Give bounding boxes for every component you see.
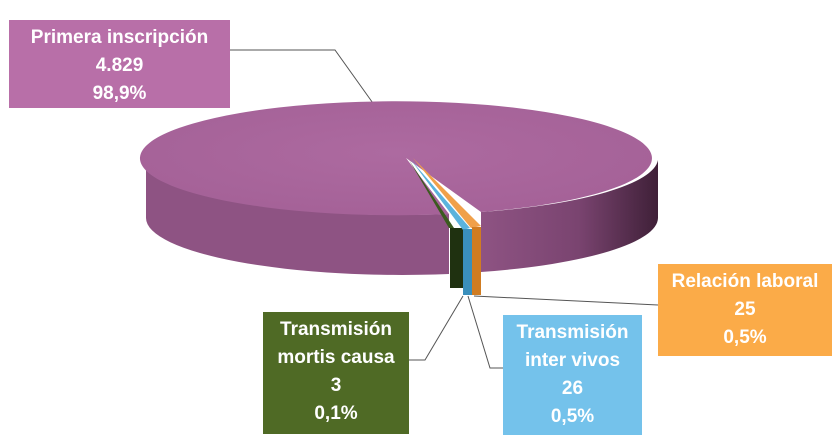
pie-slice-primera-inscripcion [139,101,658,275]
data-label-primera-name: Primera inscripción [30,27,209,48]
data-label-mortis-value: 3 [330,375,342,396]
pie-slice-intervivos-side [463,229,472,295]
data-label-mortis-name-1: Transmisión [280,319,392,340]
leader-line-intervivos [467,295,503,369]
pie-slice-primera-top [139,101,652,216]
data-label-intervivos-name-1: Transmisión [516,322,629,343]
leader-line-mortis [409,295,464,361]
data-label-relacion-laboral: Relación laboral 25 0,5% [658,264,832,356]
data-label-primera-value: 4.829 [95,55,144,76]
data-label-inter-vivos: Transmisión inter vivos 26 0,5% [503,315,642,435]
pie-slice-intervivos-top [411,160,470,230]
pie-slice-relacion-laboral [413,158,481,295]
data-label-intervivos-name-2: inter vivos [524,350,621,371]
pie-slice-primera-side-right [481,160,658,272]
data-label-laboral-value: 25 [734,299,756,320]
data-label-primera-inscripcion: Primera inscripción 4.829 98,9% [9,20,230,108]
data-label-mortis-name-2: mortis causa [277,347,395,368]
pie-slice-laboral-top [413,158,481,228]
data-label-primera-percent: 98,9% [92,83,147,104]
data-label-laboral-percent: 0,5% [723,327,767,348]
pie-slice-mortis-causa [409,160,463,288]
data-label-intervivos-value: 26 [561,378,584,399]
pie-slice-primera-side [146,160,449,275]
data-label-mortis-causa: Transmisión mortis causa 3 0,1% [263,312,409,434]
pie-slice-inter-vivos [411,160,472,295]
pie-slice-mortis-side [450,228,463,288]
pie-slice-mortis-top [409,160,454,228]
data-label-intervivos-percent: 0,5% [550,406,595,427]
pie-slice-laboral-side [472,227,481,295]
data-label-mortis-percent: 0,1% [314,403,358,424]
data-label-laboral-name: Relación laboral [671,271,819,292]
leader-line-laboral [473,295,659,306]
